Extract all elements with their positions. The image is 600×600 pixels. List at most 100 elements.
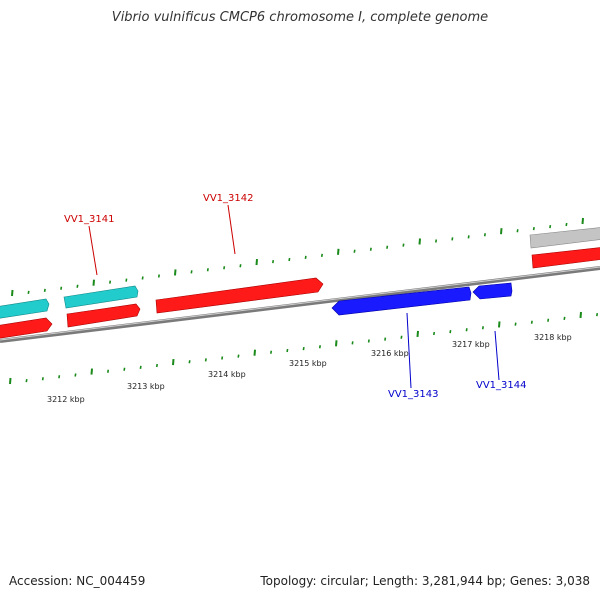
minor-tick bbox=[514, 322, 517, 326]
minor-tick bbox=[43, 288, 46, 293]
minor-tick bbox=[270, 350, 273, 354]
major-tick bbox=[337, 248, 340, 255]
feature-cyan-1[interactable] bbox=[0, 298, 50, 319]
gene-label-vv1-3142[interactable]: VV1_3142 bbox=[203, 193, 254, 204]
gene-vv1-3143[interactable] bbox=[331, 286, 472, 316]
major-tick bbox=[253, 349, 256, 356]
feature-red-right[interactable] bbox=[531, 247, 600, 269]
major-tick bbox=[579, 311, 582, 319]
gene-labels: VV1_3141 VV1_3142 VV1_3143 VV1_3144 bbox=[64, 193, 527, 400]
minor-tick bbox=[369, 247, 372, 251]
leader-vv1-3144 bbox=[494, 330, 500, 381]
leader-vv1-3142 bbox=[227, 204, 236, 255]
minor-tick bbox=[547, 318, 550, 322]
backbone-highlight bbox=[0, 266, 600, 341]
minor-tick bbox=[530, 320, 533, 324]
minor-tick bbox=[386, 245, 389, 249]
ruler-label: 3212 kbp bbox=[47, 395, 85, 404]
minor-tick bbox=[516, 229, 519, 233]
ruler-label: 3218 kbp bbox=[534, 333, 572, 342]
minor-tick bbox=[237, 354, 240, 358]
feature-grey-right[interactable] bbox=[529, 227, 600, 249]
minor-tick bbox=[125, 278, 128, 282]
feature-red-1[interactable] bbox=[0, 317, 53, 339]
minor-tick bbox=[353, 249, 356, 253]
major-tick bbox=[416, 330, 419, 337]
backbone bbox=[0, 266, 600, 343]
minor-tick bbox=[221, 356, 224, 360]
accession-text: Accession: NC_004459 bbox=[9, 574, 146, 588]
feature-red-2[interactable] bbox=[66, 303, 141, 328]
minor-tick bbox=[188, 360, 191, 364]
minor-tick bbox=[467, 235, 470, 239]
major-tick bbox=[11, 289, 14, 297]
minor-tick bbox=[596, 312, 599, 317]
gene-label-vv1-3144[interactable]: VV1_3144 bbox=[476, 380, 527, 391]
minor-tick bbox=[435, 239, 438, 243]
label-leaders bbox=[88, 204, 500, 389]
map-title: Vibrio vulnificus CMCP6 chromosome I, co… bbox=[111, 10, 489, 25]
minor-tick bbox=[302, 346, 305, 351]
minor-tick bbox=[286, 348, 289, 353]
minor-tick bbox=[351, 341, 354, 345]
minor-tick bbox=[465, 328, 468, 332]
minor-tick bbox=[223, 266, 226, 270]
major-tick bbox=[498, 321, 501, 328]
major-tick bbox=[500, 228, 503, 235]
gene-vv1-3144[interactable] bbox=[472, 282, 513, 300]
major-tick bbox=[255, 259, 258, 266]
minor-tick bbox=[25, 378, 28, 383]
gene-vv1-3142[interactable] bbox=[155, 277, 324, 314]
minor-tick bbox=[318, 345, 321, 349]
major-tick bbox=[172, 359, 175, 366]
minor-tick bbox=[204, 358, 207, 362]
minor-tick bbox=[549, 224, 552, 229]
major-tick bbox=[418, 238, 421, 245]
minor-tick bbox=[563, 316, 566, 321]
ruler-label: 3215 kbp bbox=[289, 359, 327, 368]
major-tick bbox=[90, 368, 93, 375]
gene-features bbox=[0, 227, 600, 339]
minor-tick bbox=[139, 365, 142, 370]
minor-tick bbox=[109, 280, 112, 284]
minor-tick bbox=[433, 331, 436, 336]
minor-tick bbox=[239, 264, 242, 268]
ruler-label: 3214 kbp bbox=[208, 370, 246, 379]
minor-tick bbox=[400, 335, 403, 339]
leader-vv1-3141 bbox=[88, 225, 98, 276]
minor-tick bbox=[483, 233, 486, 237]
gene-label-vv1-3141[interactable]: VV1_3141 bbox=[64, 214, 115, 225]
major-tick bbox=[174, 269, 177, 276]
major-tick bbox=[9, 377, 12, 385]
backbone-line bbox=[0, 266, 600, 343]
feature-cyan-2[interactable] bbox=[63, 285, 139, 309]
ruler-label: 3216 kbp bbox=[371, 349, 409, 358]
minor-tick bbox=[157, 274, 160, 278]
minor-tick bbox=[367, 339, 370, 343]
minor-tick bbox=[565, 222, 568, 227]
minor-tick bbox=[402, 243, 405, 247]
minor-tick bbox=[41, 377, 44, 381]
tick-marks bbox=[9, 217, 599, 385]
minor-tick bbox=[27, 290, 30, 295]
minor-tick bbox=[123, 367, 126, 371]
minor-tick bbox=[107, 369, 110, 373]
leader-vv1-3143 bbox=[406, 312, 412, 389]
minor-tick bbox=[74, 373, 77, 377]
minor-tick bbox=[288, 257, 291, 262]
ruler-label: 3213 kbp bbox=[127, 382, 165, 391]
minor-tick bbox=[76, 284, 79, 288]
minor-tick bbox=[272, 259, 275, 264]
gene-label-vv1-3143[interactable]: VV1_3143 bbox=[388, 389, 439, 400]
minor-tick bbox=[481, 326, 484, 330]
minor-tick bbox=[190, 270, 193, 274]
minor-tick bbox=[141, 276, 144, 280]
genome-stats-text: Topology: circular; Length: 3,281,944 bp… bbox=[260, 574, 590, 588]
major-tick bbox=[92, 279, 95, 286]
ruler-label: 3217 kbp bbox=[452, 340, 490, 349]
minor-tick bbox=[60, 286, 63, 290]
minor-tick bbox=[155, 363, 158, 368]
minor-tick bbox=[304, 255, 307, 260]
major-tick bbox=[581, 217, 584, 225]
